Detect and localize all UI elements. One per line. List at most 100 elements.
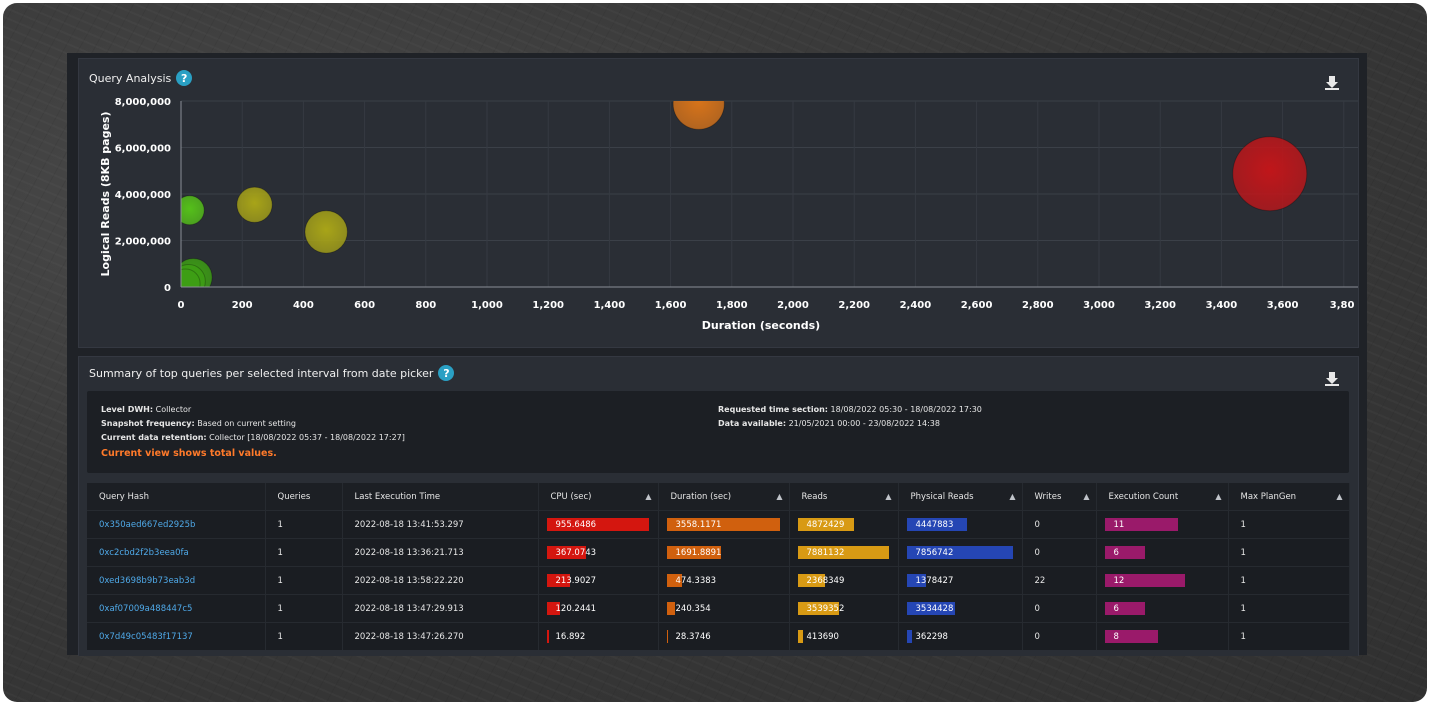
query-bubble[interactable]: [304, 210, 348, 254]
physical-reads-cell: 7856742: [898, 538, 1023, 567]
physical-reads-cell: 1378427: [898, 566, 1023, 595]
query-bubble[interactable]: [236, 186, 273, 223]
sort-icon[interactable]: ▲: [1083, 492, 1090, 501]
meta-retention: Current data retention: Collector [18/08…: [101, 433, 405, 442]
column-header-duration[interactable]: Duration (sec) ▲: [658, 483, 790, 511]
query-bubble[interactable]: [672, 78, 725, 130]
physical-reads-cell: 4447883: [898, 510, 1023, 539]
max-plangen-cell-value: 1: [1240, 547, 1246, 558]
query-hash-cell-value[interactable]: 0x7d49c05483f17137: [99, 631, 193, 642]
duration-cell: 3558.1171: [658, 510, 790, 539]
duration-cell-bar: [666, 518, 780, 531]
execution-count-cell-value: 12: [1113, 575, 1125, 586]
query-hash-cell[interactable]: 0xc2cbd2f2b3eea0fa: [87, 538, 266, 567]
cpu-cell: 213.9027: [538, 566, 659, 595]
last-execution-cell: 2022-08-18 13:58:22.220: [342, 566, 539, 595]
duration-cell-bar: [666, 630, 668, 643]
column-header-queries[interactable]: Queries: [265, 483, 343, 511]
cpu-cell-value: 120.2441: [555, 603, 597, 614]
sort-icon[interactable]: ▲: [1336, 492, 1343, 501]
query-hash-cell-value[interactable]: 0xc2cbd2f2b3eea0fa: [99, 547, 189, 558]
x-tick-label: 2,000: [777, 300, 809, 311]
column-header-execution-count[interactable]: Execution Count ▲: [1096, 483, 1229, 511]
cpu-cell-bar: [546, 602, 560, 615]
meta-snapshot: Snapshot frequency: Based on current set…: [101, 419, 296, 428]
y-tick-label: 8,000,000: [115, 97, 171, 108]
help-icon[interactable]: ?: [176, 70, 193, 86]
top-queries-table: Query Hash Queries Last Execution Time C…: [87, 483, 1350, 650]
last-execution-cell: 2022-08-18 13:47:26.270: [342, 622, 539, 650]
last-execution-cell-value: 2022-08-18 13:41:53.297: [354, 519, 464, 530]
queries-cell-value: 1: [277, 603, 283, 614]
execution-count-cell-value: 6: [1113, 603, 1119, 614]
summary-meta: Level DWH: Collector Snapshot frequency:…: [87, 391, 1349, 473]
column-header-reads[interactable]: Reads ▲: [789, 483, 899, 511]
duration-cell-value: 3558.1171: [675, 519, 722, 530]
cpu-cell-bar: [546, 630, 549, 643]
column-header-writes[interactable]: Writes ▲: [1022, 483, 1097, 511]
column-header-last-execution-time[interactable]: Last Execution Time: [342, 483, 539, 511]
column-header-physical-reads[interactable]: Physical Reads ▲: [898, 483, 1023, 511]
writes-cell-value: 0: [1034, 519, 1040, 530]
query-hash-cell-value[interactable]: 0xaf07009a488447c5: [99, 603, 193, 614]
query-bubble[interactable]: [171, 268, 201, 298]
x-tick-label: 600: [354, 300, 375, 311]
sort-icon[interactable]: ▲: [885, 492, 892, 501]
queries-cell-value: 1: [277, 631, 283, 642]
download-icon[interactable]: [1324, 371, 1340, 387]
cpu-cell: 120.2441: [538, 594, 659, 623]
y-tick-label: 6,000,000: [115, 144, 171, 155]
writes-cell: 0: [1022, 622, 1097, 650]
physical-reads-cell-bar: [906, 630, 912, 643]
query-hash-cell[interactable]: 0xed3698b9b73eab3d: [87, 566, 266, 595]
query-analysis-header: Query Analysis ?: [89, 70, 193, 86]
query-hash-cell-value[interactable]: 0x350aed667ed2925b: [99, 519, 196, 530]
meta-requested: Requested time section: 18/08/2022 05:30…: [718, 405, 982, 414]
x-tick-label: 1,200: [532, 300, 564, 311]
max-plangen-cell: 1: [1228, 594, 1350, 623]
writes-cell-value: 0: [1034, 631, 1040, 642]
last-execution-cell-value: 2022-08-18 13:36:21.713: [354, 547, 464, 558]
panel-title: Summary of top queries per selected inte…: [89, 366, 434, 380]
sort-icon[interactable]: ▲: [776, 492, 783, 501]
query-bubble[interactable]: [1232, 136, 1308, 212]
query-hash-cell[interactable]: 0xaf07009a488447c5: [87, 594, 266, 623]
column-header-max-plangen[interactable]: Max PlanGen ▲: [1228, 483, 1350, 511]
execution-count-cell: 8: [1096, 622, 1229, 650]
execution-count-cell-bar: [1104, 546, 1145, 559]
y-tick-label: 0: [164, 283, 171, 294]
x-tick-label: 1,400: [594, 300, 626, 311]
duration-cell: 474.3383: [658, 566, 790, 595]
query-hash-cell[interactable]: 0x350aed667ed2925b: [87, 510, 266, 539]
x-tick-label: 200: [232, 300, 253, 311]
x-tick-label: 2,800: [1022, 300, 1054, 311]
sort-icon[interactable]: ▲: [1009, 492, 1016, 501]
last-execution-cell-value: 2022-08-18 13:47:26.270: [354, 631, 464, 642]
summary-header: Summary of top queries per selected inte…: [89, 365, 455, 381]
query-hash-cell[interactable]: 0x7d49c05483f17137: [87, 622, 266, 650]
x-tick-label: 0: [178, 300, 185, 311]
query-hash-cell-value[interactable]: 0xed3698b9b73eab3d: [99, 575, 196, 586]
table-header-row: Query Hash Queries Last Execution Time C…: [87, 483, 1350, 511]
reads-cell-bar: [797, 518, 854, 531]
panel-title: Query Analysis: [89, 71, 172, 85]
summary-panel: Summary of top queries per selected inte…: [78, 356, 1359, 656]
execution-count-cell-value: 6: [1113, 547, 1119, 558]
column-header-query-hash[interactable]: Query Hash: [87, 483, 266, 511]
cpu-cell-bar: [546, 574, 570, 587]
cpu-cell: 367.0743: [538, 538, 659, 567]
execution-count-cell: 11: [1096, 510, 1229, 539]
table-row: 0xed3698b9b73eab3d 1 2022-08-18 13:58:22.2…: [87, 566, 1350, 595]
y-tick-label: 2,000,000: [115, 237, 171, 248]
reads-cell: 4872429: [789, 510, 899, 539]
download-icon[interactable]: [1324, 75, 1340, 91]
cpu-cell: 16.892: [538, 622, 659, 650]
sort-icon[interactable]: ▲: [645, 492, 652, 501]
execution-count-cell-bar: [1104, 574, 1185, 587]
help-icon[interactable]: ?: [438, 365, 455, 381]
sort-icon[interactable]: ▲: [1215, 492, 1222, 501]
duration-cell-bar: [666, 602, 675, 615]
cpu-cell-bar: [546, 546, 586, 559]
query-bubble[interactable]: [175, 195, 205, 226]
column-header-cpu[interactable]: CPU (sec) ▲: [538, 483, 659, 511]
